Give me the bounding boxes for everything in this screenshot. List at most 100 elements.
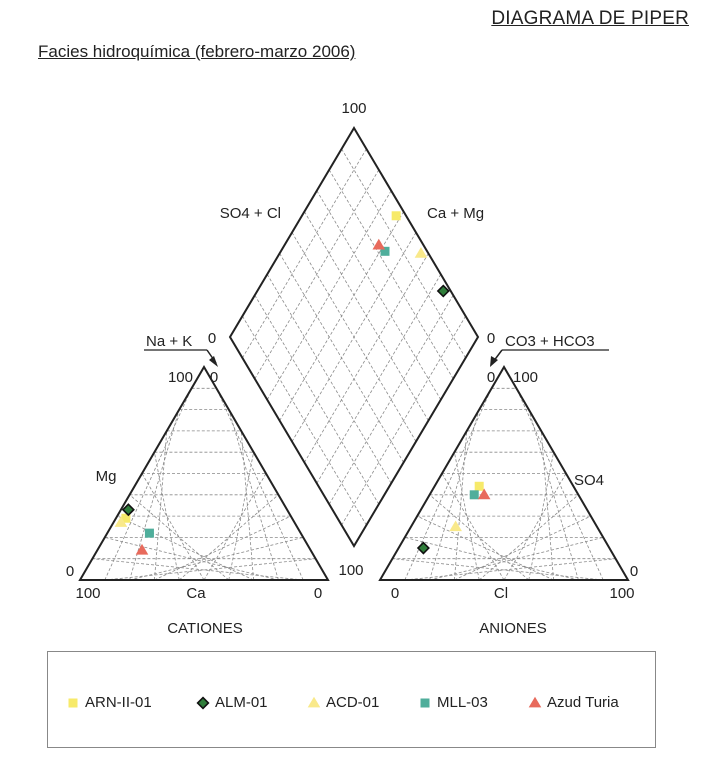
cation-bottom-left-label: 100 xyxy=(75,585,100,602)
legend-label: ACD-01 xyxy=(326,694,380,711)
grid-line xyxy=(328,294,454,505)
point-diamond-alm-01 xyxy=(436,284,450,298)
legend-swatch-arn-ii-01 xyxy=(68,698,78,707)
grid-line xyxy=(328,169,454,380)
grid-line xyxy=(516,388,604,581)
grid-line xyxy=(129,494,230,581)
grid-line xyxy=(117,515,254,581)
grid-line xyxy=(528,409,579,581)
co3-label: CO3 + HCO3 xyxy=(505,333,595,350)
triangle-marker-icon xyxy=(307,696,321,707)
grid-line xyxy=(266,190,392,400)
legend-label: ALM-01 xyxy=(215,694,268,711)
grid-line xyxy=(316,190,442,400)
legend-label: ARN-II-01 xyxy=(85,694,152,711)
grid-line xyxy=(154,452,180,581)
square-marker-icon xyxy=(420,698,430,707)
diamond-right-axis-name: Ca + Mg xyxy=(427,205,484,222)
grid-line xyxy=(503,473,567,581)
legend-swatch-acd-01 xyxy=(307,696,321,707)
grid-line xyxy=(242,315,367,526)
page-title: DIAGRAMA DE PIPER xyxy=(491,8,689,29)
diamond-left-axis-name: SO4 + Cl xyxy=(220,205,281,222)
grid-layer xyxy=(92,148,616,581)
anion-top-right-label: 100 xyxy=(513,369,538,386)
diamond-right-zero: 0 xyxy=(487,330,495,347)
grid-line xyxy=(429,409,480,581)
grid-line xyxy=(341,315,466,526)
piper-diagram: 100 SO4 + Cl Ca + Mg 0 0 100 Na + K CO3 … xyxy=(66,100,638,637)
co3-arrowhead-icon xyxy=(490,356,498,367)
square-marker-icon xyxy=(68,698,78,707)
grid-line xyxy=(528,452,554,581)
nak-arrowhead-icon xyxy=(209,356,218,367)
anion-bottom-left-label: 0 xyxy=(391,585,399,602)
grid-line xyxy=(129,409,180,581)
diamond-outline xyxy=(228,126,480,548)
grid-line xyxy=(254,169,380,380)
point-cation-alm-01 xyxy=(121,503,135,517)
grid-line xyxy=(429,494,530,581)
legend-item-mll-03: MLL-03 xyxy=(418,694,488,711)
cation-mg-label: Mg xyxy=(96,468,117,485)
cation-top-right-label: 0 xyxy=(210,369,218,386)
legend-item-alm-01: ALM-01 xyxy=(196,694,268,711)
grid-line xyxy=(417,515,554,581)
legend-swatch-azud-turia xyxy=(528,696,542,707)
cation-title: CATIONES xyxy=(167,620,243,637)
cation-ca-label: Ca xyxy=(186,585,206,602)
grid-line xyxy=(291,232,417,442)
diamond-left-zero: 0 xyxy=(208,330,216,347)
legend-label: MLL-03 xyxy=(437,694,488,711)
point-cation-acd-01 xyxy=(114,516,128,527)
cation-bottom-right-label: 0 xyxy=(314,585,322,602)
anion-top-left-label: 0 xyxy=(487,369,495,386)
grid-line xyxy=(454,452,480,581)
grid-line xyxy=(429,537,604,581)
point-cation-arn-ii-01 xyxy=(121,513,131,523)
grid-line xyxy=(141,473,205,581)
anion-title: ANIONES xyxy=(479,620,547,637)
anion-so4-label: SO4 xyxy=(574,472,604,489)
point-anion-azud-turia xyxy=(477,488,491,500)
legend-label: Azud Turia xyxy=(547,694,619,711)
point-cation-azud-turia xyxy=(135,543,149,555)
grid-line xyxy=(216,388,304,581)
grid-line xyxy=(242,148,367,359)
cation-top-left-label: 100 xyxy=(168,369,193,386)
point-diamond-azud-turia xyxy=(372,238,386,250)
anion-cl-label: Cl xyxy=(494,585,508,602)
point-anion-arn-ii-01 xyxy=(474,481,484,491)
grid-line xyxy=(129,537,304,581)
grid-line xyxy=(441,473,505,581)
legend: ARN-II-01 ALM-01 ACD-01 MLL-03 Azud Turia xyxy=(47,651,656,748)
grid-line xyxy=(92,558,304,581)
cation-triangle-outline xyxy=(78,365,330,581)
triangle-marker-icon xyxy=(528,696,542,707)
legend-item-arn-ii-01: ARN-II-01 xyxy=(66,694,152,711)
grid-line xyxy=(478,494,579,581)
anion-triangle-outline xyxy=(378,365,630,581)
legend-swatch-mll-03 xyxy=(420,698,430,707)
diamond-top-label: 100 xyxy=(341,100,366,117)
page-subtitle: Facies hidroquímica (febrero-marzo 2006) xyxy=(38,42,356,61)
anion-right-zero: 0 xyxy=(630,563,638,580)
grid-line xyxy=(254,294,380,505)
legend-swatch-alm-01 xyxy=(196,695,210,710)
point-anion-alm-01 xyxy=(416,541,430,555)
point-cation-mll-03 xyxy=(144,528,154,538)
point-diamond-arn-ii-01 xyxy=(391,211,401,221)
point-diamond-mll-03 xyxy=(380,246,390,256)
point-diamond-acd-01 xyxy=(414,247,428,258)
cation-left-zero: 0 xyxy=(66,563,74,580)
grid-line xyxy=(203,473,267,581)
grid-line xyxy=(392,558,604,581)
points-layer xyxy=(114,211,491,555)
point-anion-mll-03 xyxy=(469,490,479,500)
legend-item-azud-turia: Azud Turia xyxy=(528,694,619,711)
grid-line xyxy=(341,148,466,359)
diamond-bottom-label: 100 xyxy=(338,562,363,579)
diamond-marker-icon xyxy=(196,695,210,710)
nak-label: Na + K xyxy=(146,333,192,350)
point-anion-acd-01 xyxy=(449,520,462,532)
